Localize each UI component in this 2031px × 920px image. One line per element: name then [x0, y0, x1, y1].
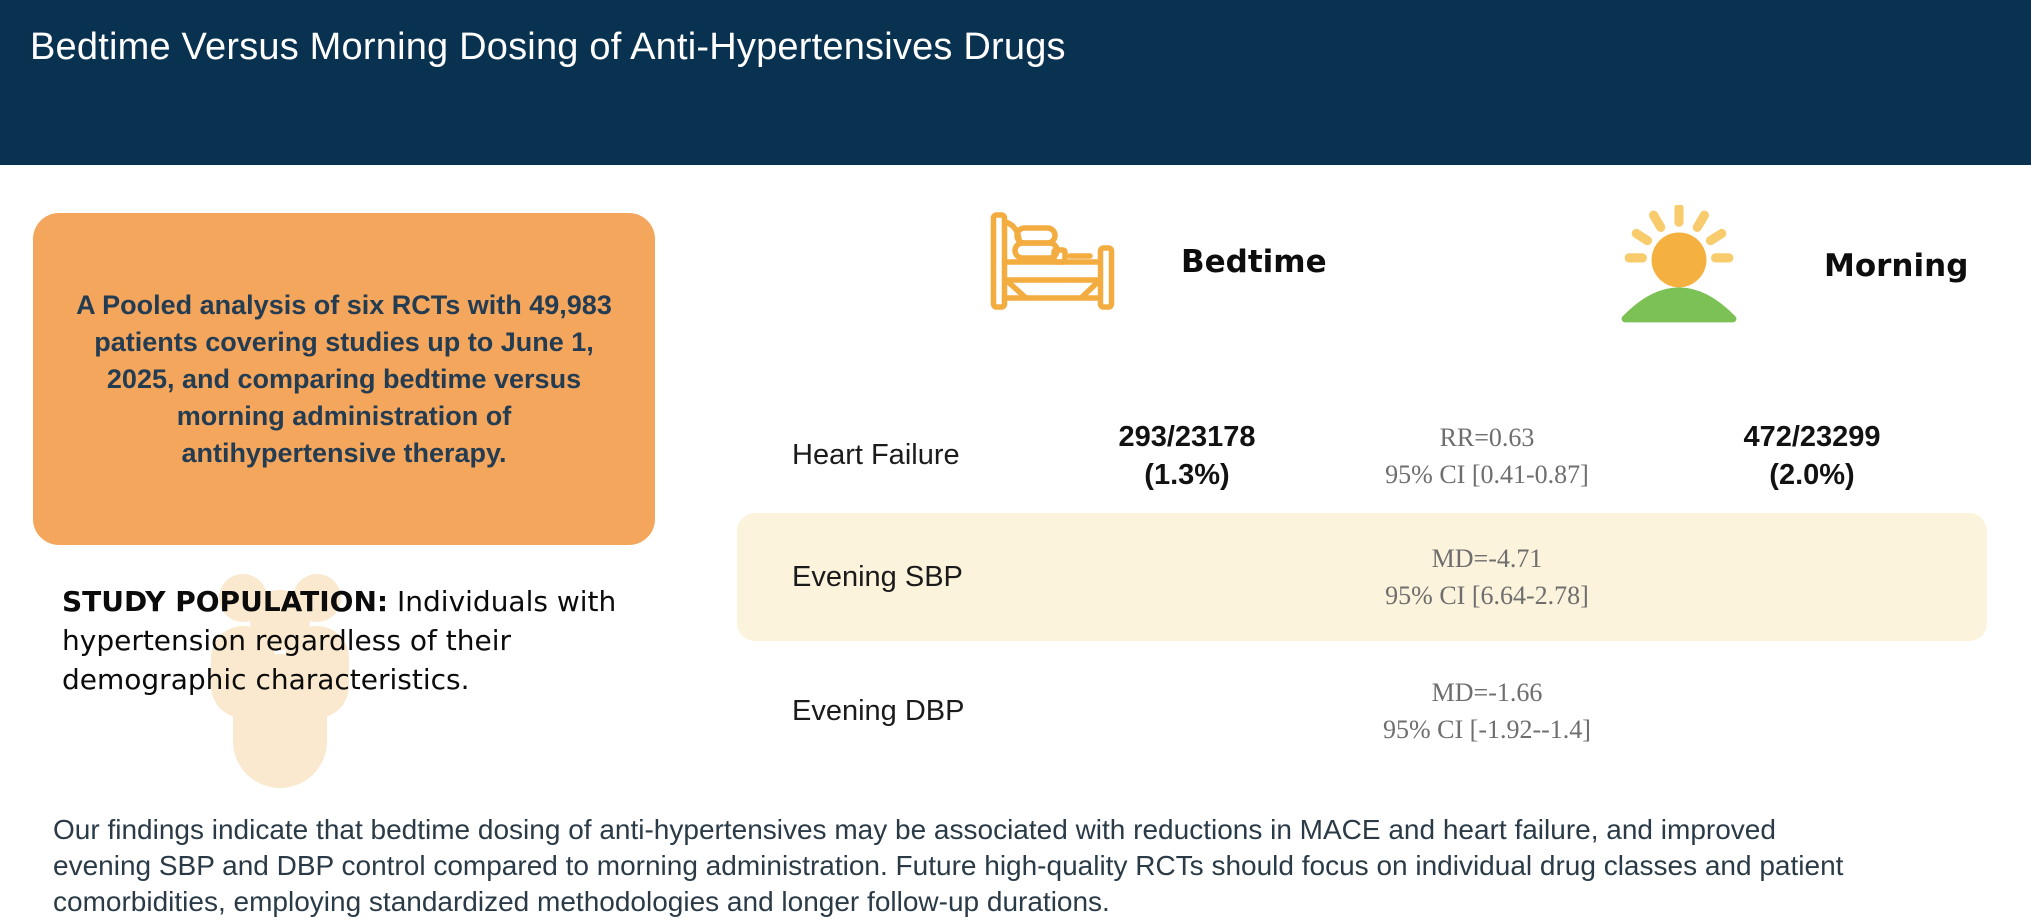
- morning-column-label: Morning: [1824, 248, 1969, 284]
- table-row-heart-failure: Heart Failure 293/23178 (1.3%) RR=0.63 9…: [737, 398, 1987, 513]
- comparison-table: Heart Failure 293/23178 (1.3%) RR=0.63 9…: [737, 398, 1987, 781]
- header-bar: Bedtime Versus Morning Dosing of Anti-Hy…: [0, 0, 2031, 165]
- effect-estimate: MD=-4.71: [1431, 544, 1543, 573]
- summary-line: patients covering studies up to June 1,: [94, 326, 594, 357]
- study-population-text: Individuals with hypertension regardless…: [62, 585, 617, 696]
- summary-line: A Pooled analysis of six RCTs with 49,98…: [76, 289, 612, 320]
- sunrise-icon: [1621, 205, 1737, 323]
- effect-cell: MD=-4.71 95% CI [6.64-2.78]: [1337, 540, 1637, 614]
- bed-icon: [990, 212, 1115, 310]
- bedtime-percent: (1.3%): [1144, 458, 1230, 491]
- effect-estimate: RR=0.63: [1439, 422, 1535, 452]
- summary-line: antihypertensive therapy.: [181, 437, 507, 468]
- bedtime-events: 293/23178: [1118, 420, 1256, 453]
- study-population-label: STUDY POPULATION:: [62, 585, 389, 618]
- confidence-interval: 95% CI [6.64-2.78]: [1385, 581, 1589, 610]
- morning-column-header: Morning: [1618, 205, 1968, 327]
- effect-estimate: MD=-1.66: [1431, 678, 1543, 707]
- conclusion-line: comorbidities, employing standardized me…: [53, 886, 1110, 917]
- summary-box: A Pooled analysis of six RCTs with 49,98…: [33, 213, 655, 545]
- outcome-label: Heart Failure: [792, 439, 960, 471]
- morning-value-cell: 472/23299 (2.0%): [1637, 418, 1987, 494]
- conclusion-line: evening SBP and DBP control compared to …: [53, 850, 1844, 881]
- morning-events: 472/23299: [1743, 420, 1881, 453]
- summary-line: 2025, and comparing bedtime versus: [106, 363, 582, 394]
- conclusion-line: Our findings indicate that bedtime dosin…: [53, 814, 1776, 845]
- people-group-icon: [211, 574, 349, 788]
- morning-percent: (2.0%): [1769, 458, 1855, 491]
- effect-cell: MD=-1.66 95% CI [-1.92--1.4]: [1337, 674, 1637, 748]
- effect-cell: RR=0.63 95% CI [0.41-0.87]: [1337, 419, 1637, 493]
- summary-line: morning administration of: [176, 400, 512, 431]
- table-row-evening-dbp: Evening DBP MD=-1.66 95% CI [-1.92--1.4]: [737, 641, 1987, 781]
- outcome-label: Evening DBP: [792, 694, 965, 727]
- bedtime-column-label: Bedtime: [1181, 244, 1327, 280]
- outcome-label: Evening SBP: [792, 560, 963, 593]
- table-row-evening-sbp: Evening SBP MD=-4.71 95% CI [6.64-2.78]: [737, 513, 1987, 641]
- study-population: STUDY POPULATION: Individuals with hyper…: [62, 582, 682, 699]
- confidence-interval: 95% CI [0.41-0.87]: [1385, 459, 1589, 489]
- confidence-interval: 95% CI [-1.92--1.4]: [1383, 715, 1591, 744]
- conclusion-paragraph: Our findings indicate that bedtime dosin…: [53, 812, 2003, 920]
- page-title: Bedtime Versus Morning Dosing of Anti-Hy…: [30, 26, 1066, 68]
- bedtime-value-cell: 293/23178 (1.3%): [1037, 418, 1337, 494]
- bedtime-column-header: Bedtime: [990, 212, 1327, 312]
